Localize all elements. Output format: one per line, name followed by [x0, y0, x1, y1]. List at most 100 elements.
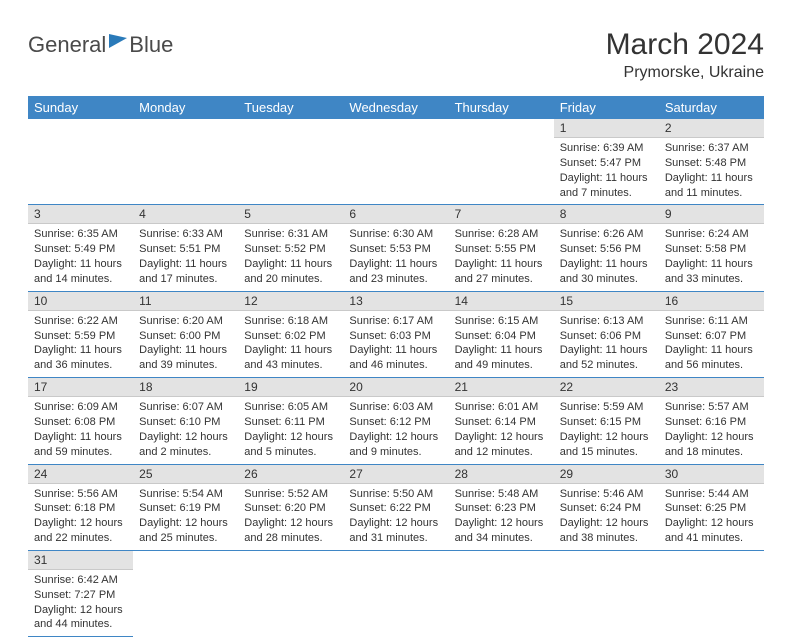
daylight-line1: Daylight: 12 hours [244, 516, 337, 531]
day-number: 20 [343, 378, 448, 397]
calendar-cell [238, 119, 343, 205]
sunrise: Sunrise: 6:03 AM [349, 400, 442, 415]
daylight-line1: Daylight: 11 hours [34, 343, 127, 358]
calendar-cell: 11Sunrise: 6:20 AMSunset: 6:00 PMDayligh… [133, 292, 238, 378]
calendar-cell: 17Sunrise: 6:09 AMSunset: 6:08 PMDayligh… [28, 378, 133, 464]
day-number: 7 [449, 205, 554, 224]
logo-text-blue: Blue [129, 32, 173, 58]
sunrise: Sunrise: 5:52 AM [244, 487, 337, 502]
daylight-line2: and 43 minutes. [244, 358, 337, 373]
day-content: Sunrise: 5:44 AMSunset: 6:25 PMDaylight:… [659, 484, 764, 550]
calendar-cell: 1Sunrise: 6:39 AMSunset: 5:47 PMDaylight… [554, 119, 659, 205]
sunset: Sunset: 6:19 PM [139, 501, 232, 516]
sunset: Sunset: 5:51 PM [139, 242, 232, 257]
daylight-line1: Daylight: 11 hours [34, 257, 127, 272]
day-header: Tuesday [238, 96, 343, 119]
daylight-line2: and 49 minutes. [455, 358, 548, 373]
sunrise: Sunrise: 6:24 AM [665, 227, 758, 242]
day-number: 24 [28, 465, 133, 484]
day-content: Sunrise: 6:07 AMSunset: 6:10 PMDaylight:… [133, 397, 238, 463]
sunrise: Sunrise: 5:54 AM [139, 487, 232, 502]
daylight-line1: Daylight: 11 hours [560, 343, 653, 358]
daylight-line1: Daylight: 11 hours [349, 257, 442, 272]
daylight-line1: Daylight: 12 hours [139, 516, 232, 531]
daylight-line1: Daylight: 11 hours [665, 171, 758, 186]
calendar-cell: 3Sunrise: 6:35 AMSunset: 5:49 PMDaylight… [28, 205, 133, 291]
day-content: Sunrise: 5:52 AMSunset: 6:20 PMDaylight:… [238, 484, 343, 550]
day-number: 6 [343, 205, 448, 224]
daylight-line1: Daylight: 11 hours [139, 257, 232, 272]
daylight-line1: Daylight: 11 hours [665, 257, 758, 272]
calendar-cell: 5Sunrise: 6:31 AMSunset: 5:52 PMDaylight… [238, 205, 343, 291]
daylight-line1: Daylight: 12 hours [665, 430, 758, 445]
daylight-line1: Daylight: 12 hours [665, 516, 758, 531]
day-number: 30 [659, 465, 764, 484]
calendar-cell: 30Sunrise: 5:44 AMSunset: 6:25 PMDayligh… [659, 465, 764, 551]
day-header: Monday [133, 96, 238, 119]
daylight-line2: and 34 minutes. [455, 531, 548, 546]
daylight-line1: Daylight: 11 hours [560, 257, 653, 272]
calendar-cell: 28Sunrise: 5:48 AMSunset: 6:23 PMDayligh… [449, 465, 554, 551]
logo-text-general: General [28, 32, 106, 58]
sunrise: Sunrise: 6:05 AM [244, 400, 337, 415]
logo: General Blue [28, 32, 173, 58]
sunset: Sunset: 6:02 PM [244, 329, 337, 344]
day-number: 13 [343, 292, 448, 311]
daylight-line1: Daylight: 11 hours [455, 343, 548, 358]
sunset: Sunset: 6:07 PM [665, 329, 758, 344]
triangle-icon [109, 34, 127, 48]
day-number: 25 [133, 465, 238, 484]
day-number: 27 [343, 465, 448, 484]
daylight-line2: and 59 minutes. [34, 445, 127, 460]
daylight-line2: and 18 minutes. [665, 445, 758, 460]
day-number: 22 [554, 378, 659, 397]
calendar-cell: 6Sunrise: 6:30 AMSunset: 5:53 PMDaylight… [343, 205, 448, 291]
day-content: Sunrise: 5:56 AMSunset: 6:18 PMDaylight:… [28, 484, 133, 550]
daylight-line1: Daylight: 12 hours [34, 516, 127, 531]
sunset: Sunset: 6:03 PM [349, 329, 442, 344]
day-number: 8 [554, 205, 659, 224]
day-number: 17 [28, 378, 133, 397]
sunset: Sunset: 6:16 PM [665, 415, 758, 430]
daylight-line1: Daylight: 11 hours [244, 257, 337, 272]
month-title: March 2024 [606, 28, 764, 62]
daylight-line2: and 31 minutes. [349, 531, 442, 546]
calendar-cell [449, 551, 554, 637]
day-number: 15 [554, 292, 659, 311]
sunrise: Sunrise: 6:31 AM [244, 227, 337, 242]
sunset: Sunset: 6:18 PM [34, 501, 127, 516]
daylight-line1: Daylight: 11 hours [244, 343, 337, 358]
sunrise: Sunrise: 5:59 AM [560, 400, 653, 415]
calendar-cell [343, 551, 448, 637]
day-content: Sunrise: 6:11 AMSunset: 6:07 PMDaylight:… [659, 311, 764, 377]
calendar-cell: 15Sunrise: 6:13 AMSunset: 6:06 PMDayligh… [554, 292, 659, 378]
daylight-line1: Daylight: 12 hours [560, 430, 653, 445]
sunrise: Sunrise: 5:48 AM [455, 487, 548, 502]
sunrise: Sunrise: 6:07 AM [139, 400, 232, 415]
day-number: 31 [28, 551, 133, 570]
day-content: Sunrise: 6:37 AMSunset: 5:48 PMDaylight:… [659, 138, 764, 204]
day-content: Sunrise: 6:05 AMSunset: 6:11 PMDaylight:… [238, 397, 343, 463]
day-content: Sunrise: 5:59 AMSunset: 6:15 PMDaylight:… [554, 397, 659, 463]
daylight-line1: Daylight: 12 hours [349, 430, 442, 445]
day-number: 23 [659, 378, 764, 397]
daylight-line2: and 41 minutes. [665, 531, 758, 546]
daylight-line2: and 17 minutes. [139, 272, 232, 287]
calendar-cell [133, 551, 238, 637]
day-content: Sunrise: 6:42 AMSunset: 7:27 PMDaylight:… [28, 570, 133, 636]
sunset: Sunset: 6:22 PM [349, 501, 442, 516]
sunrise: Sunrise: 6:37 AM [665, 141, 758, 156]
calendar-cell: 24Sunrise: 5:56 AMSunset: 6:18 PMDayligh… [28, 465, 133, 551]
day-number: 2 [659, 119, 764, 138]
daylight-line1: Daylight: 12 hours [244, 430, 337, 445]
sunrise: Sunrise: 6:39 AM [560, 141, 653, 156]
daylight-line1: Daylight: 12 hours [139, 430, 232, 445]
day-header: Thursday [449, 96, 554, 119]
calendar-cell: 13Sunrise: 6:17 AMSunset: 6:03 PMDayligh… [343, 292, 448, 378]
calendar-cell: 27Sunrise: 5:50 AMSunset: 6:22 PMDayligh… [343, 465, 448, 551]
calendar-cell [449, 119, 554, 205]
sunset: Sunset: 6:23 PM [455, 501, 548, 516]
sunrise: Sunrise: 6:09 AM [34, 400, 127, 415]
title-block: March 2024 Prymorske, Ukraine [606, 28, 764, 82]
sunset: Sunset: 6:24 PM [560, 501, 653, 516]
